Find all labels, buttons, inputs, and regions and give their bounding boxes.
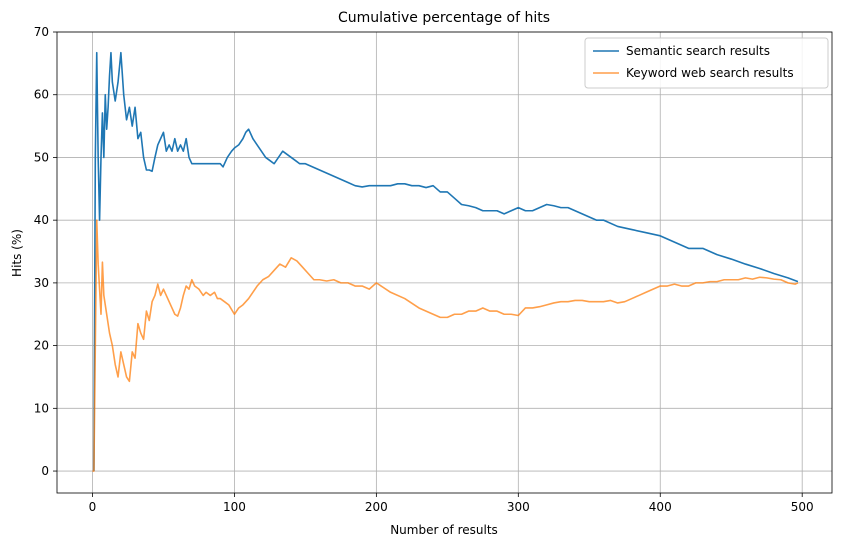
series-line-keyword [92, 219, 799, 472]
legend-label-semantic: Semantic search results [626, 44, 770, 58]
chart-title: Cumulative percentage of hits [338, 10, 550, 26]
y-tick-label: 50 [34, 150, 49, 164]
y-tick-label: 40 [34, 213, 49, 227]
legend: Semantic search results Keyword web sear… [584, 37, 829, 89]
x-axis-label: Number of results [390, 523, 498, 537]
x-tick-label: 500 [791, 500, 814, 514]
x-axis: 0 100 200 300 400 500 [89, 493, 814, 514]
x-tick-label: 200 [365, 500, 388, 514]
plot-frame [56, 31, 833, 494]
series-layer [92, 51, 799, 472]
y-tick-label: 70 [34, 25, 49, 39]
x-tick-label: 400 [649, 500, 672, 514]
legend-label-keyword: Keyword web search results [626, 66, 794, 80]
x-tick-label: 300 [507, 500, 530, 514]
x-tick-label: 0 [89, 500, 97, 514]
y-axis-label: Hits (%) [10, 229, 24, 277]
y-tick-label: 30 [34, 276, 49, 290]
legend-box [584, 37, 829, 89]
y-tick-label: 10 [34, 401, 49, 415]
x-tick-label: 100 [223, 500, 246, 514]
series-line-semantic [93, 51, 799, 472]
y-axis: 0 10 20 30 40 50 60 70 [34, 25, 57, 478]
y-tick-label: 20 [34, 339, 49, 353]
y-tick-label: 0 [41, 464, 49, 478]
y-tick-label: 60 [34, 88, 49, 102]
